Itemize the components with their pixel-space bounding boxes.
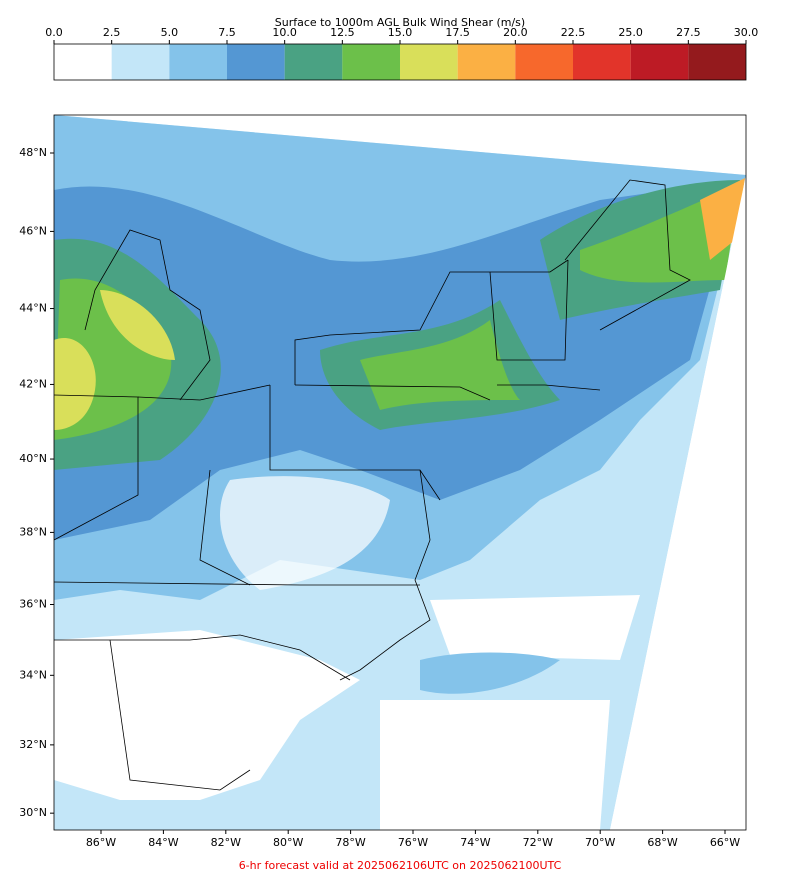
lon-tick-label: 84°W bbox=[148, 836, 178, 849]
colorbar-bin bbox=[54, 44, 112, 80]
colorbar-tick-label: 10.0 bbox=[272, 26, 297, 39]
colorbar-bin bbox=[342, 44, 400, 80]
map-frame bbox=[53, 114, 747, 831]
lat-tick-label: 38°N bbox=[19, 525, 47, 538]
lat-tick-label: 32°N bbox=[19, 738, 47, 751]
lon-tick-label: 76°W bbox=[398, 836, 428, 849]
colorbar-tick-label: 17.5 bbox=[445, 26, 470, 39]
colorbar-tick-label: 12.5 bbox=[330, 26, 355, 39]
colorbar: 0.0 2.5 5.0 7.5 10.0 12.5 15.0 17.5 20.0 22.5 25.0… bbox=[45, 26, 759, 81]
colorbar-title: Surface to 1000m AGL Bulk Wind Shear (m/… bbox=[275, 16, 525, 29]
colorbar-bin bbox=[573, 44, 631, 80]
colorbar-tick-label: 7.5 bbox=[218, 26, 236, 39]
lon-tick-label: 68°W bbox=[647, 836, 677, 849]
colorbar-bin bbox=[688, 44, 746, 80]
borders bbox=[54, 179, 691, 791]
lat-tick-label: 30°N bbox=[19, 806, 47, 819]
lon-tick-label: 74°W bbox=[460, 836, 490, 849]
lat-tick-label: 48°N bbox=[19, 146, 47, 159]
lat-tick-label: 36°N bbox=[19, 597, 47, 610]
colorbar-tick-label: 25.0 bbox=[618, 26, 643, 39]
colorbar-tick-label: 15.0 bbox=[388, 26, 413, 39]
colorbar-bin bbox=[630, 44, 689, 80]
lon-tick-label: 86°W bbox=[86, 836, 116, 849]
map-field bbox=[54, 115, 746, 830]
lat-tick-label: 44°N bbox=[19, 302, 47, 315]
colorbar-bin bbox=[515, 44, 573, 80]
lon-tick-label: 82°W bbox=[211, 836, 241, 849]
colorbar-bin bbox=[111, 44, 170, 80]
lon-tick-label: 66°W bbox=[710, 836, 740, 849]
colorbar-tick-label: 27.5 bbox=[676, 26, 701, 39]
colorbar-bin bbox=[457, 44, 516, 80]
lon-tick-label: 72°W bbox=[523, 836, 553, 849]
colorbar-bin bbox=[400, 44, 458, 80]
axes: 48°N 46°N 44°N 42°N 40°N 38°N 36°N 34°N 32°N 30°N… bbox=[19, 146, 740, 849]
footer: 6-hr forecast valid at 2025062106UTC on … bbox=[239, 859, 562, 872]
lat-tick-label: 40°N bbox=[19, 452, 47, 465]
colorbar-tick-label: 22.5 bbox=[561, 26, 586, 39]
colorbar-tick-label: 5.0 bbox=[161, 26, 179, 39]
colorbar-bin bbox=[169, 44, 227, 80]
lat-tick-label: 42°N bbox=[19, 377, 47, 390]
lon-tick-label: 70°W bbox=[585, 836, 615, 849]
colorbar-tick-label: 30.0 bbox=[734, 26, 759, 39]
lat-tick-label: 46°N bbox=[19, 224, 47, 237]
lon-tick-label: 80°W bbox=[273, 836, 303, 849]
lon-tick-label: 78°W bbox=[335, 836, 365, 849]
colorbar-bin bbox=[227, 44, 285, 80]
colorbar-bin bbox=[284, 44, 343, 80]
colorbar-tick-label: 0.0 bbox=[45, 26, 63, 39]
colorbar-tick-label: 20.0 bbox=[503, 26, 528, 39]
lat-tick-label: 34°N bbox=[19, 668, 47, 681]
colorbar-tick-label: 2.5 bbox=[103, 26, 121, 39]
